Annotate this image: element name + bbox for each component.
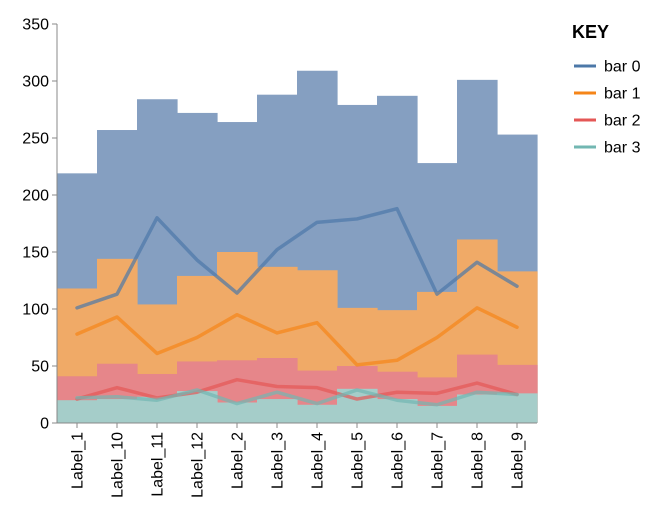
- legend-label-bar-1: bar 1: [604, 86, 641, 103]
- series-line-bar-1: [75, 306, 519, 367]
- legend-label-bar-0: bar 0: [604, 59, 641, 76]
- series-line-bar-0: [75, 206, 519, 310]
- x-tick-label-Label_3: Label_3: [270, 432, 287, 489]
- y-tick-label-200: 200: [22, 188, 49, 205]
- x-tick-label-Label_2: Label_2: [230, 432, 247, 489]
- y-tick-label-150: 150: [22, 245, 49, 262]
- series-line-bar-3: [75, 388, 519, 407]
- x-tick-label-Label_6: Label_6: [390, 432, 407, 489]
- x-tick-label-Label_5: Label_5: [350, 432, 367, 489]
- area-segment-bar-3-8: [377, 399, 418, 423]
- y-tick-label-0: 0: [40, 416, 49, 433]
- x-tick-label-Label_8: Label_8: [470, 432, 487, 489]
- y-tick-label-50: 50: [31, 359, 49, 376]
- x-tick-label-Label_11: Label_11: [150, 432, 167, 497]
- stacked-area-layers: [57, 70, 538, 424]
- series-line-bar-2: [75, 377, 519, 401]
- legend-title: KEY: [572, 22, 609, 42]
- area-segment-bar-3-6: [297, 404, 338, 423]
- area-segment-bar-3-5: [257, 399, 298, 423]
- y-tick-label-300: 300: [22, 74, 49, 91]
- area-segment-bar-3-9: [417, 405, 458, 423]
- area-segment-bar-3-4: [217, 402, 258, 423]
- x-tick-label-Label_9: Label_9: [510, 432, 527, 489]
- area-segment-bar-3-0: [57, 400, 98, 423]
- x-tick-label-Label_12: Label_12: [190, 432, 207, 498]
- x-tick-label-Label_10: Label_10: [110, 432, 127, 498]
- series-lines: [75, 206, 519, 407]
- y-tick-label-350: 350: [22, 17, 49, 34]
- axes: 0 50 100 150 200 250 300 350 Label_1 Label_10 Labe…: [22, 17, 537, 498]
- area-segment-bar-3-10: [457, 394, 498, 423]
- legend-label-bar-2: bar 2: [604, 113, 641, 130]
- x-tick-label-Label_1: Label_1: [70, 432, 87, 489]
- area-segment-bar-3-1: [97, 399, 138, 423]
- y-tick-label-250: 250: [22, 131, 49, 148]
- y-tick-label-100: 100: [22, 302, 49, 319]
- x-tick-label-Label_4: Label_4: [310, 432, 327, 489]
- legend: KEY bar 0 bar 1 bar 2 bar 3: [572, 22, 641, 157]
- x-tick-label-Label_7: Label_7: [430, 432, 447, 489]
- area-segment-bar-3-11: [497, 393, 538, 423]
- legend-label-bar-3: bar 3: [604, 140, 641, 157]
